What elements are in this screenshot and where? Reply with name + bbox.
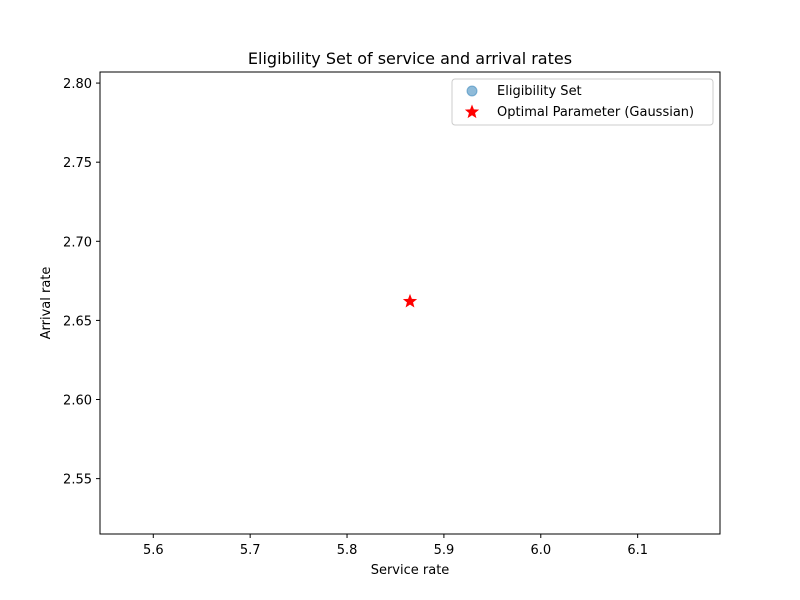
y-tick-label: 2.65 xyxy=(63,314,92,329)
x-tick-label: 6.1 xyxy=(627,543,648,558)
data-points xyxy=(402,293,418,308)
legend-label-optimal-parameter: Optimal Parameter (Gaussian) xyxy=(497,105,694,120)
x-axis-ticks: 5.6 5.7 5.8 5.9 6.0 6.1 xyxy=(143,534,648,558)
y-axis-ticks: 2.55 2.60 2.65 2.70 2.75 2.80 xyxy=(63,77,100,488)
x-axis-label: Service rate xyxy=(371,563,450,578)
x-tick-label: 5.8 xyxy=(337,543,358,558)
legend-marker-optimal-parameter xyxy=(464,104,480,119)
legend-marker-eligibility-set xyxy=(466,85,478,97)
y-tick-label: 2.60 xyxy=(63,394,92,409)
optimal-parameter-point xyxy=(402,293,418,308)
x-tick-label: 5.9 xyxy=(434,543,455,558)
y-tick-label: 2.55 xyxy=(63,473,92,488)
chart-title: Eligibility Set of service and arrival r… xyxy=(248,49,572,68)
x-tick-label: 5.6 xyxy=(143,543,164,558)
legend: Eligibility Set Optimal Parameter (Gauss… xyxy=(451,78,714,126)
y-axis-label: Arrival rate xyxy=(39,267,54,340)
legend-box xyxy=(451,78,714,126)
legend-label-eligibility-set: Eligibility Set xyxy=(497,84,582,99)
y-tick-label: 2.75 xyxy=(63,156,92,171)
y-tick-label: 2.80 xyxy=(63,77,92,92)
x-tick-label: 6.0 xyxy=(530,543,551,558)
x-tick-label: 5.7 xyxy=(240,543,261,558)
y-tick-label: 2.70 xyxy=(63,235,92,250)
